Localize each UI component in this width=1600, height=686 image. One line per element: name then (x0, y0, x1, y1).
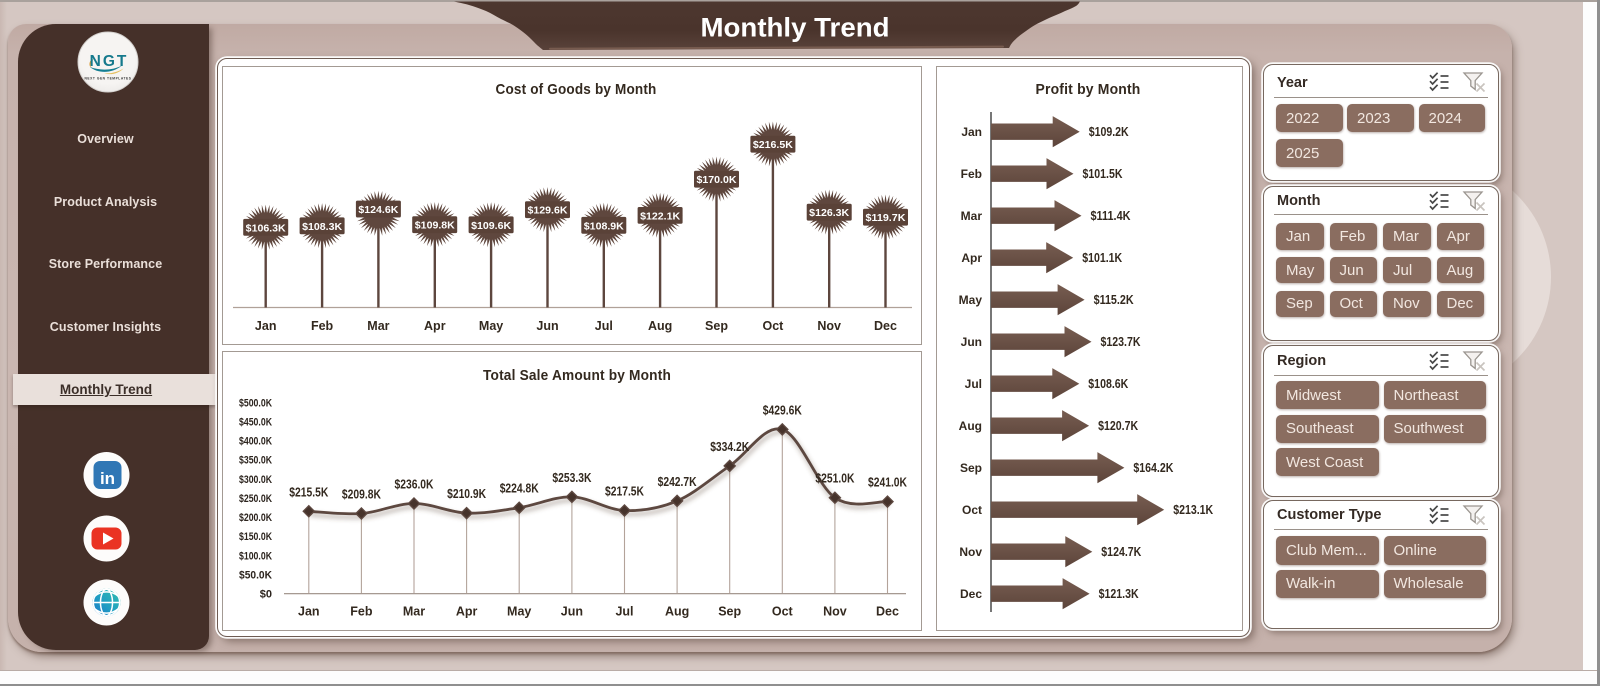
svg-text:$251.0K: $251.0K (815, 472, 854, 486)
svg-text:Monthly Trend: Monthly Trend (701, 13, 890, 43)
svg-text:$100.0K: $100.0K (239, 550, 272, 562)
svg-text:$150.0K: $150.0K (239, 531, 272, 543)
svg-text:Mar: Mar (403, 605, 425, 619)
svg-text:$124.6K: $124.6K (358, 204, 398, 216)
svg-text:Jul: Jul (615, 605, 633, 619)
svg-text:$250.0K: $250.0K (239, 493, 272, 505)
svg-text:Nov: Nov (823, 605, 847, 619)
svg-text:Oct: Oct (772, 605, 794, 619)
svg-text:Dec: Dec (874, 319, 897, 333)
svg-text:$50.0K: $50.0K (239, 569, 272, 581)
svg-text:Dec: Dec (876, 605, 899, 619)
svg-text:$122.1K: $122.1K (640, 210, 680, 222)
svg-text:Mar: Mar (367, 319, 389, 333)
svg-text:Profit by Month: Profit by Month (1036, 81, 1141, 98)
svg-text:Sep: Sep (960, 461, 982, 475)
svg-text:$253.3K: $253.3K (552, 471, 591, 485)
svg-text:Apr: Apr (424, 319, 446, 333)
svg-text:Jan: Jan (961, 125, 982, 139)
svg-text:$500.0K: $500.0K (239, 397, 272, 409)
svg-text:$106.3K: $106.3K (246, 222, 286, 234)
svg-text:$115.2K: $115.2K (1094, 293, 1134, 307)
svg-text:$119.7K: $119.7K (866, 212, 906, 224)
svg-text:$124.7K: $124.7K (1101, 545, 1141, 559)
svg-text:$217.5K: $217.5K (605, 485, 644, 499)
svg-text:Jun: Jun (561, 605, 583, 619)
svg-text:Sep: Sep (718, 605, 741, 619)
svg-text:NGT: NGT (90, 53, 129, 70)
svg-text:$108.3K: $108.3K (302, 221, 342, 233)
svg-text:Jan: Jan (255, 319, 277, 333)
svg-text:$129.6K: $129.6K (528, 205, 568, 217)
svg-text:Apr: Apr (961, 251, 982, 265)
svg-text:Mar: Mar (961, 209, 983, 223)
svg-text:May: May (479, 319, 503, 333)
svg-text:$126.3K: $126.3K (809, 207, 849, 219)
svg-text:$101.5K: $101.5K (1083, 167, 1123, 181)
svg-text:Aug: Aug (665, 605, 689, 619)
svg-text:Jul: Jul (965, 377, 982, 391)
svg-text:$123.7K: $123.7K (1101, 335, 1141, 349)
svg-text:Jun: Jun (536, 319, 558, 333)
svg-text:Aug: Aug (959, 419, 982, 433)
svg-text:$210.9K: $210.9K (447, 487, 486, 501)
svg-text:Aug: Aug (648, 319, 672, 333)
svg-text:Apr: Apr (456, 605, 478, 619)
svg-text:$213.1K: $213.1K (1173, 503, 1213, 517)
svg-text:Sep: Sep (705, 319, 728, 333)
svg-text:$215.5K: $215.5K (289, 485, 328, 499)
svg-text:$121.3K: $121.3K (1099, 587, 1139, 601)
svg-text:May: May (507, 605, 531, 619)
svg-text:$108.6K: $108.6K (1088, 377, 1128, 391)
svg-text:Feb: Feb (961, 167, 982, 181)
svg-text:$209.8K: $209.8K (342, 488, 381, 502)
svg-text:$109.2K: $109.2K (1089, 125, 1129, 139)
svg-text:Nov: Nov (817, 319, 841, 333)
svg-text:Jul: Jul (595, 319, 613, 333)
svg-text:$120.7K: $120.7K (1098, 419, 1138, 433)
svg-text:May: May (959, 293, 983, 307)
svg-text:Dec: Dec (960, 587, 982, 601)
svg-text:Oct: Oct (962, 503, 982, 517)
svg-text:$350.0K: $350.0K (239, 455, 272, 467)
svg-text:$400.0K: $400.0K (239, 436, 272, 448)
svg-text:$109.8K: $109.8K (415, 220, 455, 232)
svg-text:$111.4K: $111.4K (1091, 209, 1131, 223)
svg-text:$101.1K: $101.1K (1082, 251, 1122, 265)
svg-text:$236.0K: $236.0K (395, 478, 434, 492)
svg-text:$300.0K: $300.0K (239, 474, 272, 486)
svg-text:Jun: Jun (961, 335, 982, 349)
svg-text:in: in (100, 469, 115, 488)
svg-text:$0: $0 (260, 589, 272, 601)
svg-text:$334.2K: $334.2K (710, 440, 749, 454)
svg-text:Jan: Jan (298, 605, 320, 619)
svg-text:Feb: Feb (311, 319, 334, 333)
svg-text:$429.6K: $429.6K (763, 403, 802, 417)
svg-text:Nov: Nov (959, 545, 982, 559)
svg-text:Cost of Goods by Month: Cost of Goods by Month (496, 81, 657, 98)
svg-text:Total Sale Amount by Month: Total Sale Amount by Month (483, 367, 671, 384)
svg-text:$216.5K: $216.5K (753, 139, 793, 151)
svg-text:$224.8K: $224.8K (500, 482, 539, 496)
svg-text:$242.7K: $242.7K (658, 475, 697, 489)
svg-text:$164.2K: $164.2K (1133, 461, 1173, 475)
svg-text:$170.0K: $170.0K (697, 174, 737, 186)
svg-text:Oct: Oct (762, 319, 784, 333)
svg-text:Feb: Feb (350, 605, 373, 619)
svg-text:$200.0K: $200.0K (239, 512, 272, 524)
svg-text:$109.6K: $109.6K (471, 220, 511, 232)
svg-text:$450.0K: $450.0K (239, 416, 272, 428)
svg-text:$108.9K: $108.9K (584, 220, 624, 232)
svg-text:NEXT GEN TEMPLATES: NEXT GEN TEMPLATES (85, 77, 132, 81)
svg-text:$241.0K: $241.0K (868, 476, 907, 490)
